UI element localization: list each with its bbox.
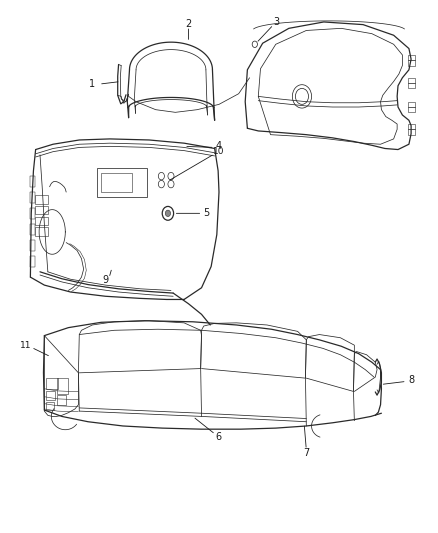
Text: 8: 8 — [408, 375, 414, 385]
Text: 9: 9 — [102, 276, 109, 285]
Bar — [35, 227, 48, 236]
Bar — [57, 395, 66, 405]
Bar — [101, 173, 132, 192]
Text: 2: 2 — [185, 19, 191, 29]
Bar — [30, 240, 35, 251]
Text: 7: 7 — [303, 448, 310, 457]
Text: 5: 5 — [204, 208, 210, 218]
Bar — [409, 55, 416, 66]
Bar — [30, 208, 35, 219]
Bar — [409, 78, 416, 88]
Bar — [35, 206, 48, 214]
Text: 1: 1 — [89, 79, 95, 89]
Text: 3: 3 — [274, 18, 280, 28]
Bar — [46, 378, 58, 389]
Circle shape — [165, 210, 170, 216]
Bar — [30, 192, 35, 203]
Bar — [30, 256, 35, 266]
Bar — [35, 195, 48, 204]
Bar — [46, 391, 55, 400]
Bar — [30, 176, 35, 187]
Bar — [30, 224, 35, 235]
Bar — [409, 102, 416, 112]
Text: 6: 6 — [215, 432, 221, 442]
Bar — [35, 216, 48, 225]
Text: 10: 10 — [213, 147, 225, 156]
Bar — [57, 378, 68, 394]
Text: 4: 4 — [216, 141, 222, 151]
Bar — [46, 402, 53, 410]
Bar — [409, 124, 416, 135]
Text: 11: 11 — [20, 341, 32, 350]
